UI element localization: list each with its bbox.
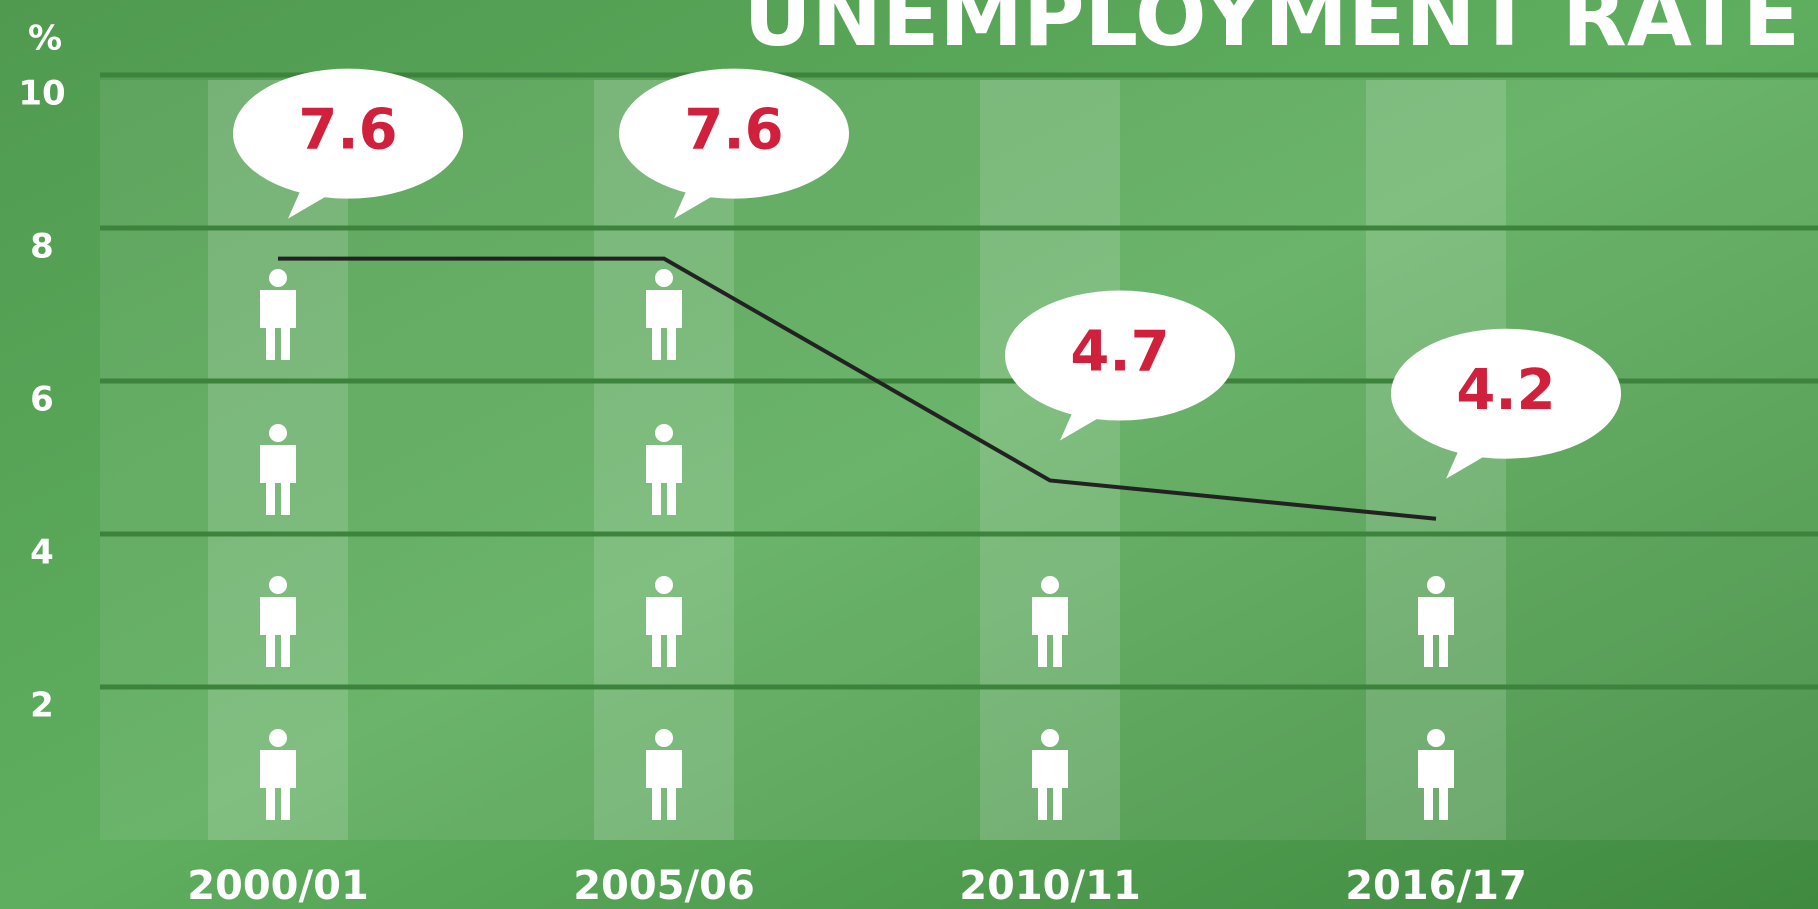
y-tick-label: 8 [30,227,54,267]
value-label: 4.7 [1070,320,1169,385]
chart: UNEMPLOYMENT RATE % 2 4 6 8 10 7.6 2000/01 7.6 2… [0,0,1818,909]
value-label: 7.6 [298,98,397,163]
person-icon [1041,729,1059,747]
person-icon [655,576,673,594]
chart-title: UNEMPLOYMENT RATE [744,0,1800,65]
value-label: 4.2 [1456,358,1555,423]
person-icon [655,424,673,442]
x-tick-label: 2010/11 [959,863,1141,909]
person-icon [1427,576,1445,594]
column-stripe [1366,80,1506,840]
y-tick-label: 4 [30,533,54,573]
x-tick-label: 2000/01 [187,863,369,909]
person-icon [269,269,287,287]
person-icon [269,729,287,747]
y-axis-label: % [28,19,62,59]
person-icon [269,424,287,442]
person-icon [655,269,673,287]
y-tick-label: 2 [30,686,54,726]
column-stripe [980,80,1120,840]
y-tick-label: 6 [30,380,54,420]
person-icon [1041,576,1059,594]
person-icon [1427,729,1445,747]
page: {"chart_data": {"type": "line", "title":… [0,0,1818,909]
x-tick-label: 2005/06 [573,863,755,909]
person-icon [655,729,673,747]
x-tick-label: 2016/17 [1345,863,1527,909]
person-icon [269,576,287,594]
value-label: 7.6 [684,98,783,163]
y-tick-label: 10 [18,74,65,114]
